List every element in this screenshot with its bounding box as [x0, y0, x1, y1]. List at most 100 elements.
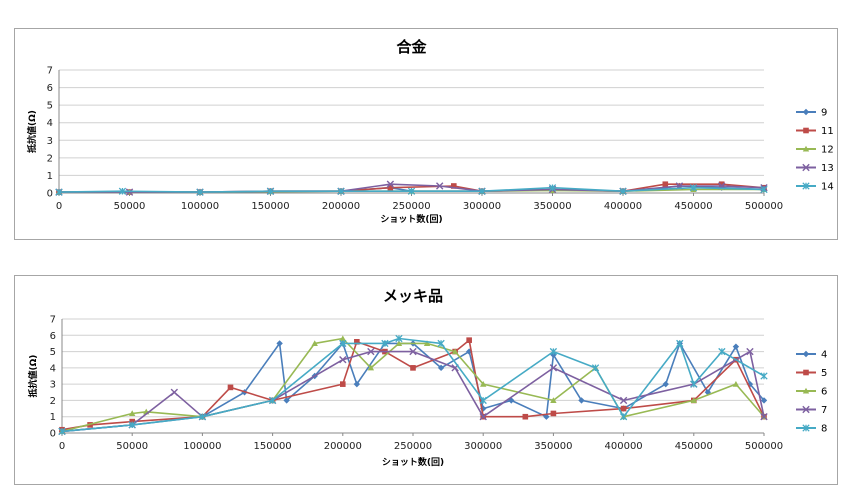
data-point [128, 421, 136, 429]
legend-label: 12 [821, 145, 834, 156]
data-point [718, 347, 726, 356]
data-point [436, 182, 444, 190]
data-point [760, 413, 768, 421]
data-point [353, 380, 361, 388]
y-tick-label: 3 [47, 136, 53, 147]
data-point [522, 413, 529, 420]
x-tick-label: 300000 [464, 441, 502, 452]
data-point [129, 418, 135, 425]
y-tick-label: 0 [50, 429, 56, 440]
y-tick-label: 6 [50, 331, 56, 342]
data-point [550, 397, 557, 403]
data-point [479, 396, 487, 405]
data-point [676, 339, 684, 348]
data-point [620, 405, 627, 412]
data-point [437, 339, 445, 348]
data-point [732, 380, 740, 387]
data-point [548, 184, 557, 192]
data-point [760, 185, 768, 194]
x-tick-label: 0 [56, 201, 62, 212]
series-line [61, 337, 765, 433]
data-point [266, 187, 275, 195]
data-point [268, 396, 277, 405]
data-point [129, 410, 136, 417]
data-point [451, 348, 459, 355]
legend-entry: 11 [796, 126, 834, 137]
x-axis-label: ショット数(回) [382, 456, 444, 468]
data-point [550, 410, 557, 417]
y-axis-label: 抵抗値(Ω) [26, 110, 38, 153]
chart-title: メッキ品 [383, 287, 443, 305]
legend-entry: 12 [796, 145, 834, 156]
data-point [718, 181, 725, 188]
series-line [61, 337, 765, 433]
x-tick-label: 250000 [394, 441, 432, 452]
data-point [354, 339, 360, 345]
y-tick-label: 4 [47, 118, 53, 129]
y-tick-label: 0 [47, 189, 53, 200]
data-point [118, 187, 127, 195]
legend-label: 4 [821, 350, 827, 361]
data-point [423, 340, 431, 346]
x-tick-label: 350000 [534, 441, 572, 452]
legend-marker [802, 424, 810, 432]
y-tick-label: 7 [47, 66, 53, 77]
data-point [760, 372, 768, 380]
x-tick-label: 500000 [745, 441, 783, 452]
data-point [690, 380, 698, 388]
legend-label: 14 [821, 182, 834, 193]
legend-entry: 9 [796, 108, 827, 119]
legend-marker [802, 350, 810, 358]
x-axis-label: ショット数(回) [380, 213, 442, 225]
y-tick-label: 5 [47, 101, 53, 112]
data-point [619, 396, 628, 405]
legend-label: 11 [821, 126, 834, 137]
data-point [549, 347, 558, 356]
data-point [466, 337, 472, 343]
legend-entry: 8 [796, 424, 827, 435]
chart-title: 合金 [395, 38, 427, 56]
data-point [337, 187, 345, 195]
data-point [549, 364, 558, 372]
data-point [746, 380, 754, 388]
data-point [381, 339, 389, 348]
data-point [58, 427, 66, 436]
legend-entry: 7 [796, 405, 827, 416]
data-point [283, 397, 290, 404]
data-point [410, 365, 416, 371]
x-tick-label: 200000 [322, 201, 360, 212]
chart-panel-alloy [14, 28, 838, 240]
y-tick-label: 4 [50, 363, 56, 374]
y-tick-label: 6 [47, 83, 53, 94]
y-tick-label: 2 [47, 153, 53, 164]
series-14 [55, 184, 768, 196]
legend-marker [802, 387, 810, 394]
x-tick-label: 150000 [254, 441, 292, 452]
data-point [732, 343, 740, 350]
data-point [339, 335, 346, 342]
x-tick-label: 400000 [605, 441, 643, 452]
data-point [662, 380, 669, 388]
data-point [578, 397, 585, 404]
legend-marker [802, 182, 810, 190]
data-point [619, 187, 627, 195]
x-tick-label: 100000 [181, 201, 219, 212]
legend-entry: 5 [796, 368, 827, 379]
data-point [409, 347, 417, 356]
y-tick-label: 3 [50, 380, 56, 391]
data-point [367, 347, 375, 356]
y-tick-label: 1 [47, 171, 53, 182]
data-point [478, 187, 486, 195]
legend-marker [803, 127, 809, 134]
data-point [340, 381, 346, 387]
legend-marker [803, 369, 809, 376]
data-point [170, 388, 179, 396]
data-point [339, 339, 347, 348]
x-tick-label: 450000 [675, 441, 713, 452]
x-tick-label: 300000 [463, 201, 501, 212]
data-point [479, 413, 487, 421]
legend-label: 6 [821, 387, 827, 398]
data-point [386, 180, 395, 188]
series-8 [58, 334, 768, 436]
